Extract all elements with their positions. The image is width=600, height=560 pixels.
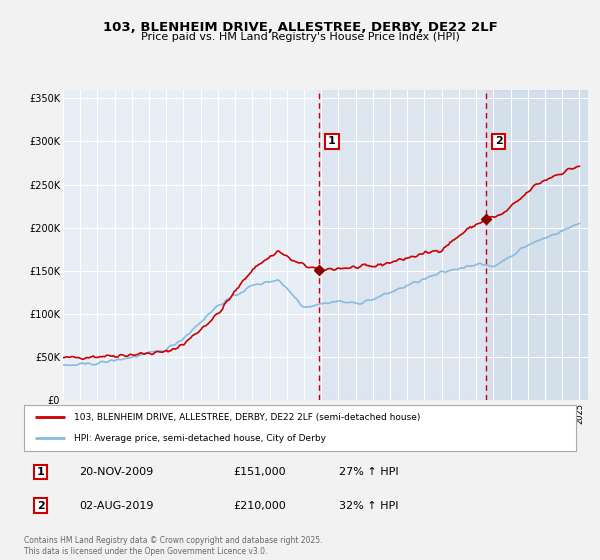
Text: £210,000: £210,000 [234,501,287,511]
Text: 2: 2 [495,137,502,146]
Text: Price paid vs. HM Land Registry's House Price Index (HPI): Price paid vs. HM Land Registry's House … [140,32,460,42]
Text: HPI: Average price, semi-detached house, City of Derby: HPI: Average price, semi-detached house,… [74,434,326,443]
Text: 20-NOV-2009: 20-NOV-2009 [79,467,154,477]
Text: 27% ↑ HPI: 27% ↑ HPI [338,467,398,477]
Text: 103, BLENHEIM DRIVE, ALLESTREE, DERBY, DE22 2LF: 103, BLENHEIM DRIVE, ALLESTREE, DERBY, D… [103,21,497,34]
Text: 1: 1 [37,467,44,477]
Text: Contains HM Land Registry data © Crown copyright and database right 2025.
This d: Contains HM Land Registry data © Crown c… [24,536,323,556]
Bar [486,90,588,400]
Text: 1: 1 [328,137,336,146]
Text: £151,000: £151,000 [234,467,286,477]
Text: 103, BLENHEIM DRIVE, ALLESTREE, DERBY, DE22 2LF (semi-detached house): 103, BLENHEIM DRIVE, ALLESTREE, DERBY, D… [74,413,420,422]
Text: 2: 2 [37,501,44,511]
Bar [319,90,588,400]
Text: 32% ↑ HPI: 32% ↑ HPI [338,501,398,511]
Text: 02-AUG-2019: 02-AUG-2019 [79,501,154,511]
